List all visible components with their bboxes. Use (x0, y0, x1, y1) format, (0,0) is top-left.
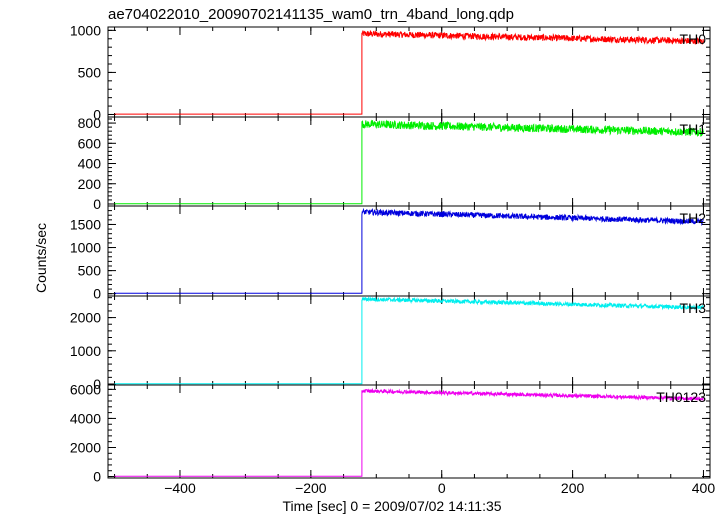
y-tick-label: 4000 (70, 410, 101, 426)
series-line-th0123 (114, 387, 704, 477)
panel-label-th3: TH3 (680, 300, 707, 316)
y-tick-label: 0 (93, 376, 101, 392)
x-tick-label: −200 (295, 480, 327, 496)
y-tick-label: 2000 (70, 439, 101, 455)
y-tick-label: 1000 (70, 240, 101, 256)
panel-th2: 0 500 1000 1500 TH2 (70, 205, 711, 302)
series-line-th1 (114, 119, 704, 205)
x-tick-label: −400 (164, 480, 196, 496)
y-tick-label: 1000 (70, 343, 101, 359)
y-tick-label: 6000 (70, 381, 101, 397)
y-tick-label: 500 (78, 263, 102, 279)
x-tick-label: 200 (561, 480, 585, 496)
series-line-th0 (114, 29, 704, 115)
series-line-th2 (114, 207, 704, 294)
y-tick-label: 800 (78, 115, 102, 131)
y-tick-label: 600 (78, 135, 102, 151)
y-tick-label: 0 (93, 106, 101, 122)
x-tick-label: 400 (692, 480, 716, 496)
panel-th3: 0 1000 2000 TH3 (70, 295, 711, 392)
y-tick-label: 0 (93, 286, 101, 302)
x-tick-label: 0 (438, 480, 446, 496)
panel-th0123: 0 2000 4000 6000 TH0123 (70, 381, 711, 485)
y-tick-label: 0 (93, 469, 101, 485)
y-tick-label: 500 (78, 64, 102, 80)
y-tick-label: 400 (78, 156, 102, 172)
series-line-th3 (114, 295, 704, 385)
panel-label-th1: TH1 (680, 121, 707, 137)
panel-th1: 0 200 400 600 800 TH1 (78, 115, 711, 212)
y-tick-label: 200 (78, 176, 102, 192)
y-tick-label: 0 (93, 196, 101, 212)
x-axis-label: Time [sec] 0 = 2009/07/02 14:11:35 (282, 498, 501, 514)
panel-th0: 0 500 1000 TH0 (70, 22, 711, 122)
panel-label-th2: TH2 (680, 210, 707, 226)
y-tick-label: 1500 (70, 216, 101, 232)
y-axis-label: Counts/sec (33, 223, 49, 293)
y-tick-label: 1000 (70, 22, 101, 38)
panel-frame (107, 295, 711, 386)
panel-frame (107, 384, 711, 479)
panel-label-th0123: TH0123 (656, 389, 706, 405)
panel-label-th0: TH0 (680, 31, 707, 47)
plot-title: ae704022010_20090702141135_wam0_trn_4ban… (108, 6, 514, 23)
y-tick-label: 2000 (70, 310, 101, 326)
